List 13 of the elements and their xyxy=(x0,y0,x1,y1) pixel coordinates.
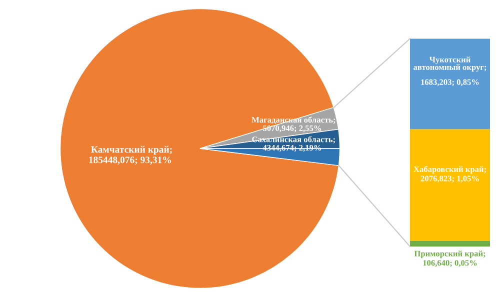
data-label: 1683,203; 0,85% xyxy=(421,79,479,86)
series-label: Хабаровский край; xyxy=(414,166,486,174)
text: ; xyxy=(170,148,172,154)
data-label: 185448,076; 93,31% xyxy=(89,156,171,165)
data-label: 106,640; 0,05% xyxy=(423,260,477,267)
text: ; xyxy=(333,138,335,144)
series-label: Приморский край; xyxy=(414,250,486,258)
series-label: Чукотский автономный округ; xyxy=(414,56,486,72)
data-label: 5070,946; 2,55% xyxy=(263,125,321,132)
pie-slice xyxy=(60,8,340,289)
slice-label: Камчатский край xyxy=(91,146,170,155)
text: ; xyxy=(333,118,336,124)
data-label: 2076,823; 1,05% xyxy=(420,176,479,183)
